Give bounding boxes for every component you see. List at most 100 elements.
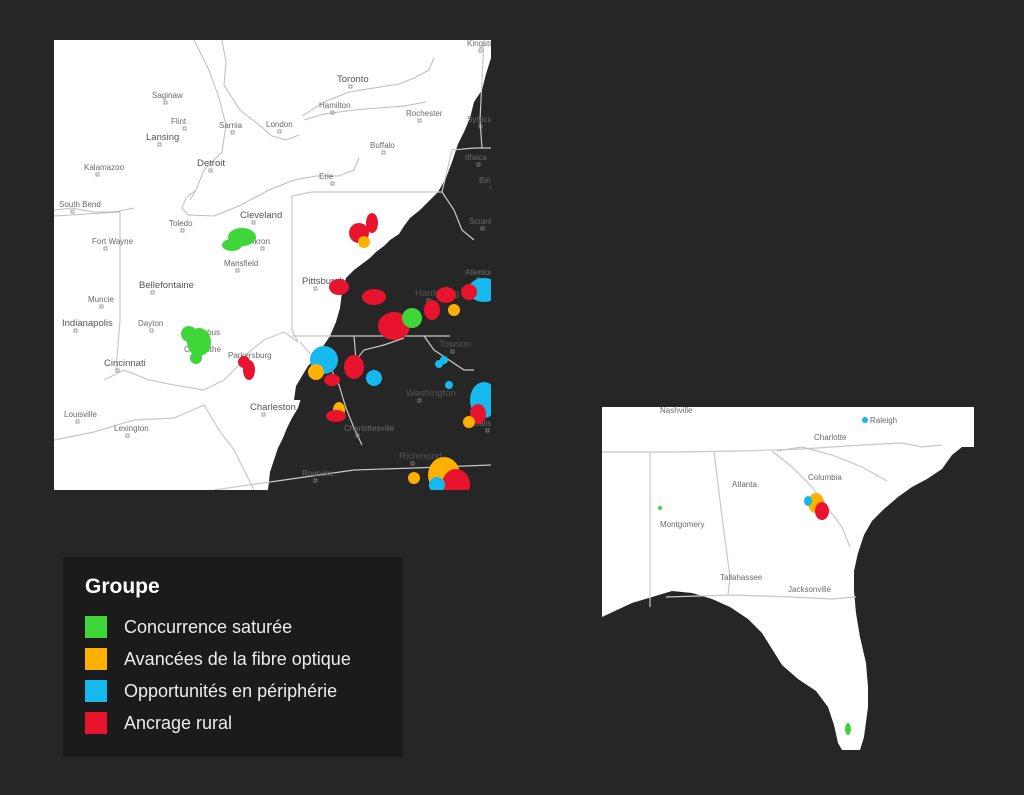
city-marker	[125, 433, 130, 438]
city-marker	[149, 328, 154, 333]
ohio-indiana-border	[115, 212, 121, 371]
city-marker	[478, 124, 483, 129]
city-label: Salisbury	[474, 419, 491, 428]
se-cities: Nashville Raleigh Charlotte Columbia Atlanta…	[660, 407, 897, 594]
city-label: Erie	[319, 172, 334, 181]
city-label: Cleveland	[240, 210, 282, 221]
cluster-rural	[344, 355, 364, 379]
city-marker	[230, 130, 235, 135]
cluster-fibre	[358, 236, 370, 248]
cluster-rural	[436, 287, 456, 303]
city-marker	[157, 142, 162, 147]
cluster-rural	[324, 374, 340, 386]
city-marker	[381, 150, 386, 155]
lake-huron-outline	[189, 40, 227, 201]
legend-swatch-fibre	[85, 648, 107, 670]
city-label: Nashville	[660, 407, 693, 415]
al-ga-border	[713, 450, 731, 596]
cluster-fibre	[463, 416, 475, 428]
city-label: Dayton	[138, 319, 163, 328]
city-marker	[261, 412, 266, 417]
ny-vt-border	[479, 40, 485, 149]
northeast-map-svg: Kingston Toronto Saginaw Flint Sarnia London H…	[54, 40, 491, 490]
legend-label: Concurrence saturée	[124, 616, 293, 637]
city-label: Parkersburg	[228, 351, 272, 360]
ontario-border	[221, 40, 300, 141]
southeast-map[interactable]: Nashville Raleigh Charlotte Columbia Atlanta…	[602, 407, 974, 750]
cluster-rural	[243, 360, 255, 380]
city-label: Lexington	[114, 424, 149, 433]
city-marker	[410, 461, 415, 466]
lake-erie-south	[181, 189, 197, 216]
city-marker	[70, 209, 75, 214]
cluster-concurrence	[658, 506, 662, 510]
city-label: Fort Wayne	[92, 237, 134, 246]
city-label: Mansfield	[224, 259, 258, 268]
legend-title: Groupe	[85, 575, 160, 598]
east-coast	[294, 40, 491, 400]
city-label: Towson	[439, 339, 471, 350]
city-label: Richmond	[399, 451, 442, 462]
city-label: Toledo	[169, 219, 193, 228]
city-label: Toronto	[337, 74, 369, 85]
city-marker	[480, 226, 485, 231]
city-marker	[348, 84, 353, 89]
tn-border	[602, 442, 943, 453]
cluster-fibre	[408, 472, 420, 484]
wv-panhandle	[353, 335, 405, 362]
cluster-rural	[329, 279, 349, 295]
cluster-rural	[366, 213, 378, 233]
city-label: Cincinnati	[104, 358, 146, 369]
city-marker	[417, 118, 422, 123]
cluster-rural	[461, 284, 477, 300]
cluster-rural	[362, 289, 386, 305]
legend-item-peripherie[interactable]: Opportunités en périphérie	[85, 675, 381, 707]
cluster-concurrence	[222, 239, 242, 251]
city-label: Bellefontaine	[139, 280, 194, 291]
lake-ontario-south	[303, 101, 427, 121]
city-marker	[95, 172, 100, 177]
pa-ny-border	[291, 191, 442, 197]
city-label: Syracuse	[467, 115, 491, 124]
legend-item-rural[interactable]: Ancrage rural	[85, 707, 381, 739]
cluster-peripherie	[862, 417, 868, 423]
city-marker	[208, 168, 213, 173]
city-marker	[99, 304, 104, 309]
northeast-map[interactable]: Kingston Toronto Saginaw Flint Sarnia London H…	[54, 40, 491, 490]
city-marker	[163, 100, 168, 105]
city-label: Charlotte	[814, 433, 847, 442]
city-label: Saginaw	[152, 91, 183, 100]
cluster-concurrence	[402, 308, 422, 328]
city-marker	[115, 368, 120, 373]
cluster-rural	[326, 410, 346, 422]
cluster-peripherie	[429, 477, 445, 490]
city-label: Raleigh	[870, 416, 897, 425]
city-label: Detroit	[197, 158, 225, 169]
cluster-rural	[378, 312, 410, 340]
city-label: Ithaca	[465, 153, 487, 162]
city-label: London	[266, 120, 293, 129]
city-label: Akron	[249, 237, 270, 246]
legend-item-concurrence[interactable]: Concurrence saturée	[85, 611, 381, 643]
city-label: Flint	[171, 117, 187, 126]
city-label: Rochester	[406, 109, 443, 118]
city-label: Kalamazoo	[84, 163, 125, 172]
city-label: Charlottesville	[344, 424, 395, 433]
cluster-concurrence	[845, 723, 851, 735]
city-label: Louisville	[64, 410, 97, 419]
legend-swatch-rural	[85, 712, 107, 734]
gulf-of-mexico	[602, 591, 842, 750]
city-label: Jacksonville	[788, 585, 832, 594]
city-marker	[313, 478, 318, 483]
city-label: Columbia	[808, 473, 842, 482]
city-marker	[476, 162, 481, 167]
city-marker	[251, 220, 256, 225]
lake-michigan	[54, 207, 135, 213]
cluster-concurrence	[190, 352, 202, 364]
city-marker	[330, 181, 335, 186]
city-marker	[355, 433, 360, 438]
cluster-peripherie	[445, 381, 453, 389]
legend-item-fibre[interactable]: Avancées de la fibre optique	[85, 643, 381, 675]
cluster-peripherie	[366, 370, 382, 386]
city-label: Lansing	[146, 132, 179, 143]
